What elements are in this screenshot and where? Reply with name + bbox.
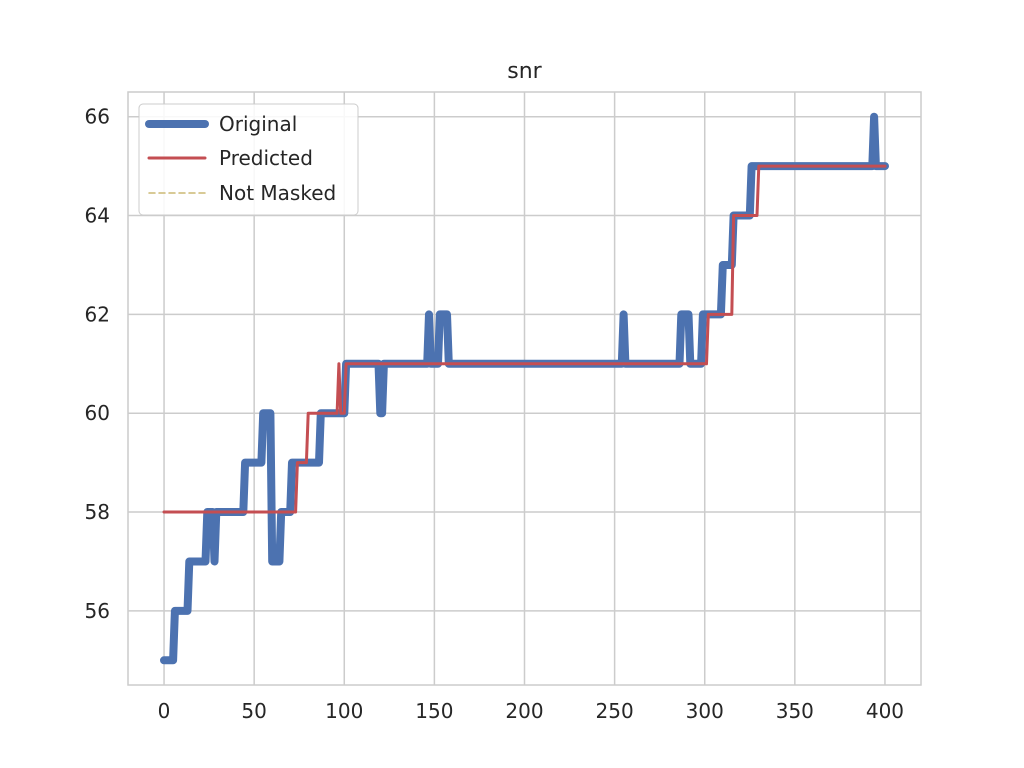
y-tick-label: 56 <box>85 599 110 623</box>
plot-frame <box>127 91 922 686</box>
x-tick-labels: 0 50 100 150 200 250 300 350 400 <box>158 699 904 723</box>
legend-label-not-masked: Not Masked <box>219 181 336 205</box>
x-tick-label: 0 <box>158 699 171 723</box>
chart-title: snr <box>507 59 542 84</box>
x-tick-label: 200 <box>505 699 543 723</box>
y-tick-label: 62 <box>85 302 110 326</box>
series-line-predicted <box>162 164 887 514</box>
y-tick-label: 66 <box>85 105 110 129</box>
x-tick-label: 150 <box>415 699 453 723</box>
legend-label-original: Original <box>219 112 297 136</box>
y-tick-label: 58 <box>85 500 110 524</box>
y-tick-label: 60 <box>85 401 110 425</box>
legend-box <box>138 103 359 216</box>
x-tick-label: 400 <box>866 699 904 723</box>
series-layer <box>160 112 889 665</box>
x-tick-label: 250 <box>596 699 634 723</box>
y-tick-label: 64 <box>85 204 110 228</box>
x-tick-label: 100 <box>325 699 363 723</box>
legend-label-predicted: Predicted <box>219 146 313 170</box>
series-line-original <box>160 112 889 665</box>
y-tick-labels: 56 58 60 62 64 66 <box>85 105 110 623</box>
legend: Original Predicted Not Masked <box>138 103 359 216</box>
x-tick-label: 50 <box>241 699 266 723</box>
x-tick-label: 300 <box>686 699 724 723</box>
x-tick-label: 350 <box>776 699 814 723</box>
